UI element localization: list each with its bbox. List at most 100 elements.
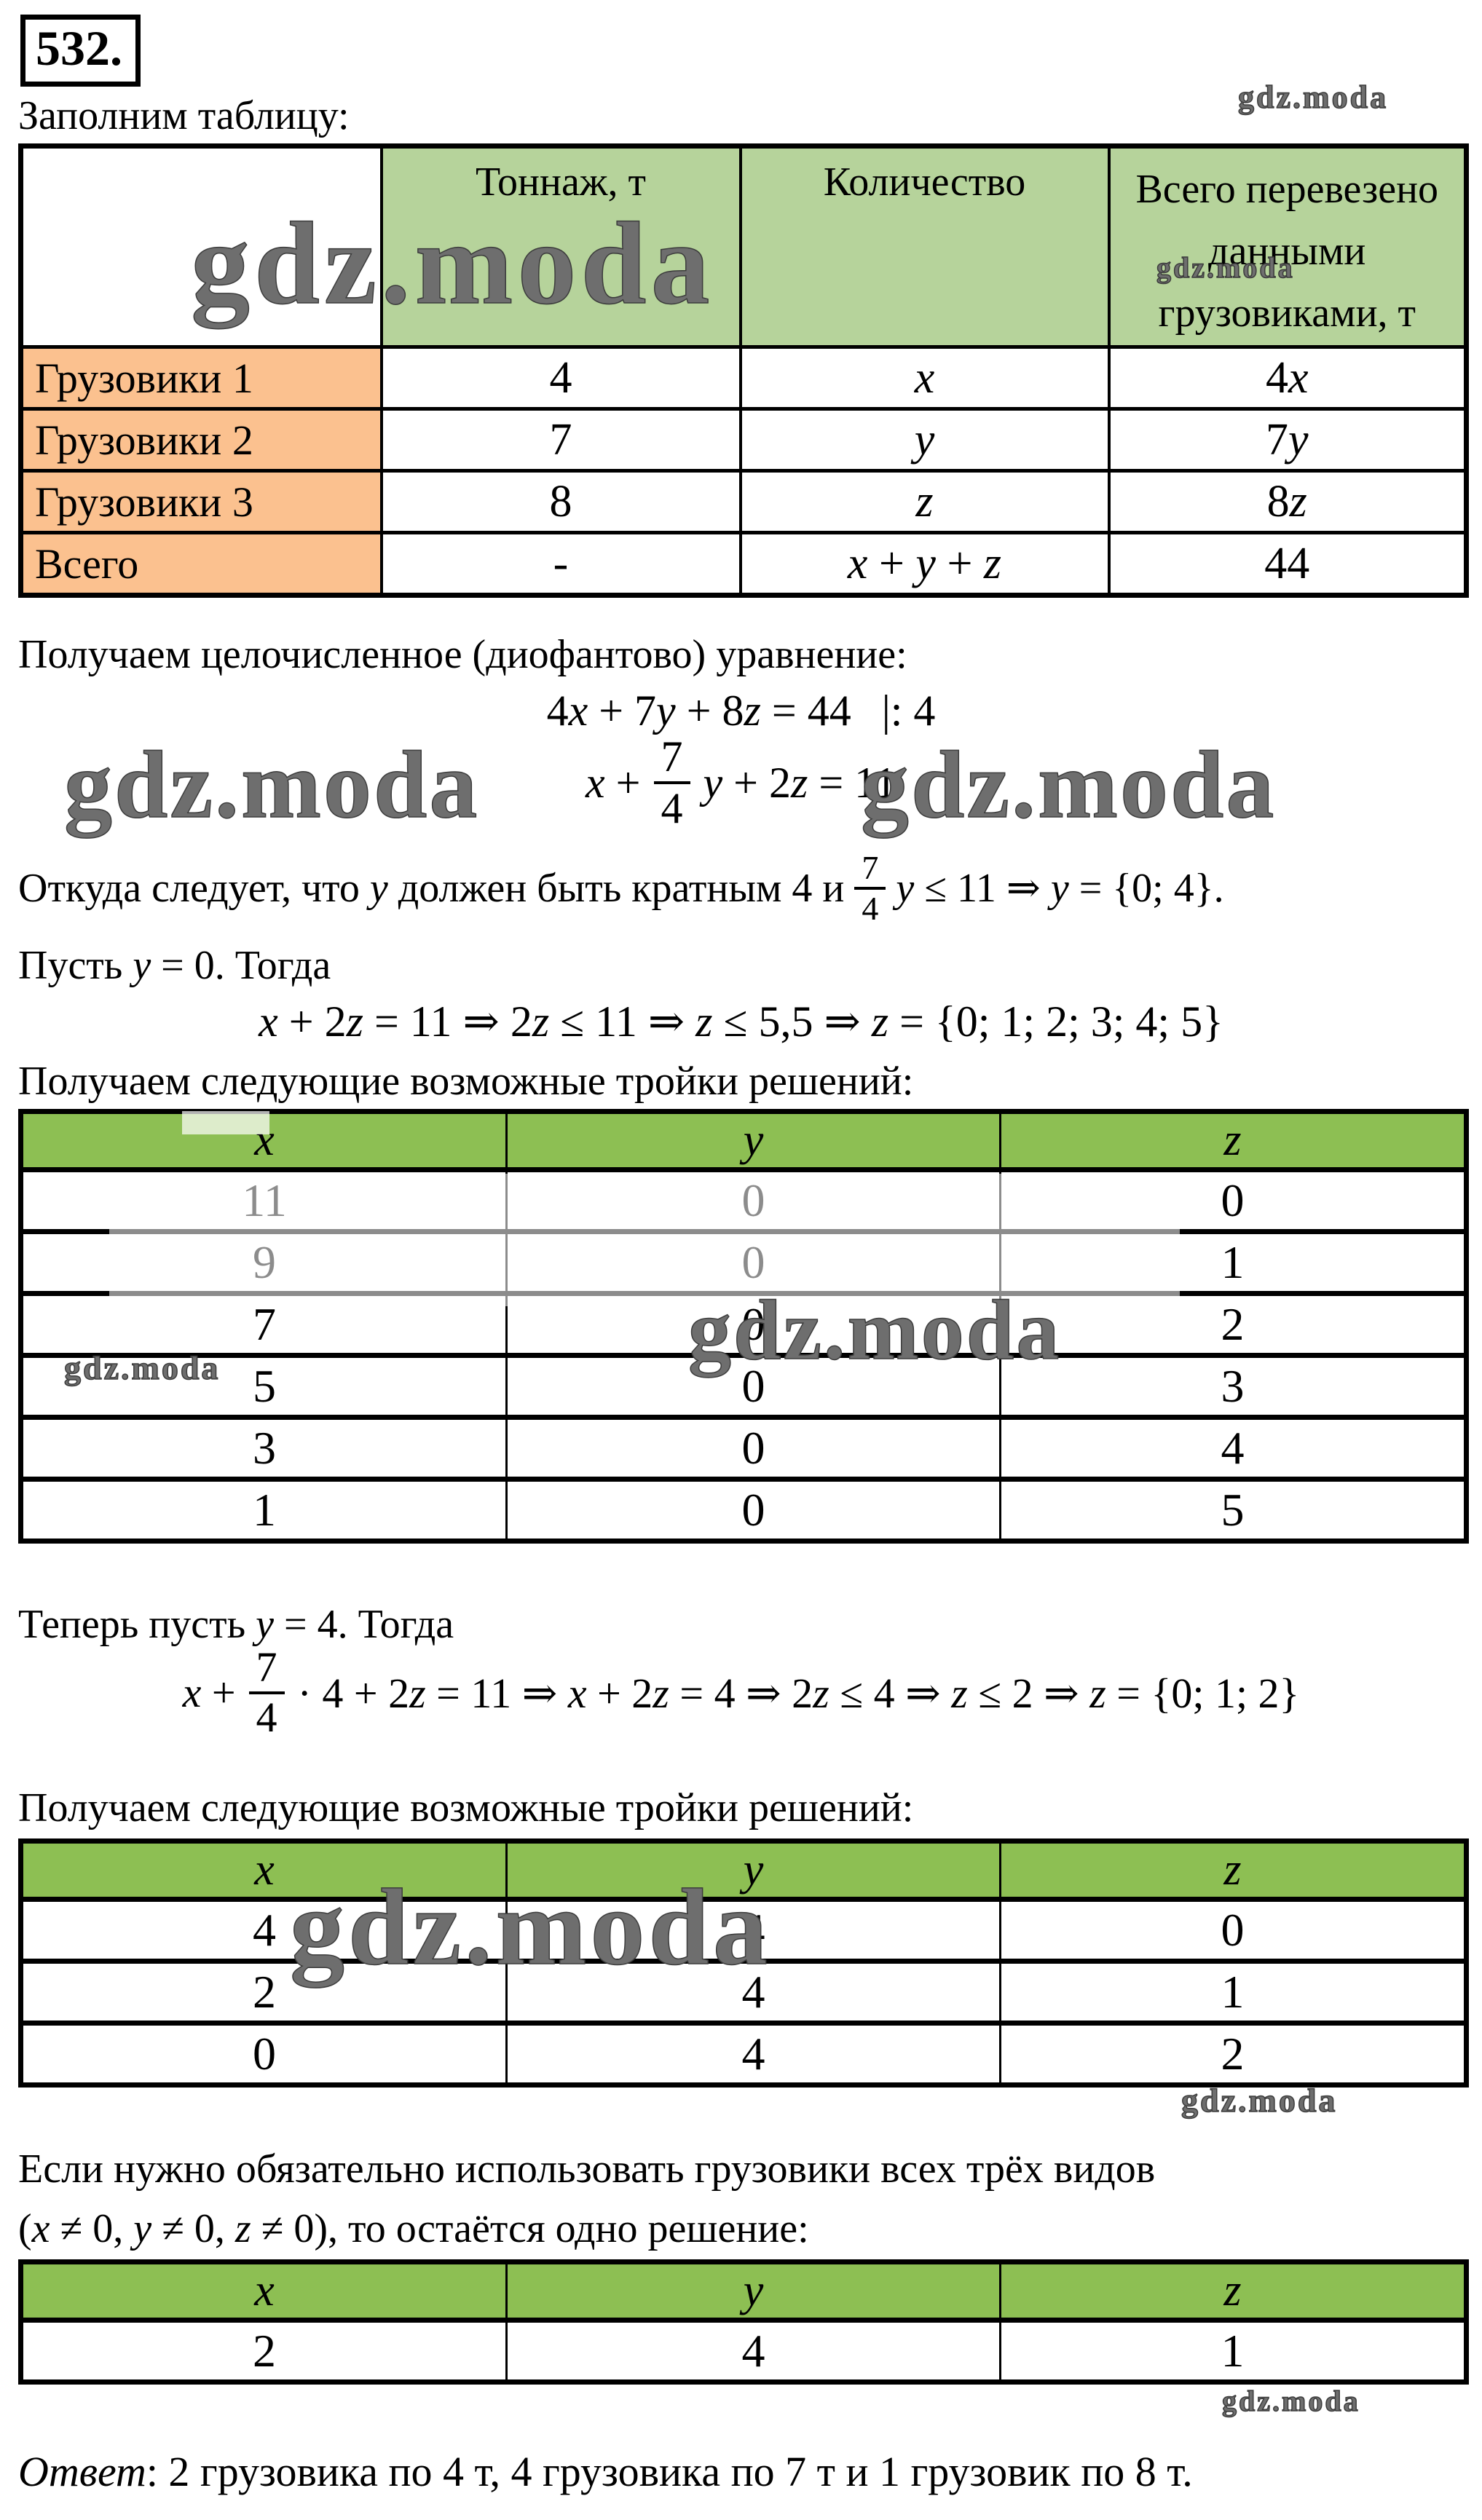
header-x: x	[20, 1838, 508, 1902]
t1-header-tonnage: Тоннаж, т	[379, 143, 742, 349]
cell: 1	[20, 1477, 508, 1544]
cell: 2	[20, 1959, 508, 2026]
t1-header-total-line3: грузовиками, т	[1158, 291, 1416, 336]
conclusion-post: y ≤ 11 ⇒ y = {0; 4}.	[896, 865, 1224, 911]
condition-line1: Если нужно обязательно использовать груз…	[18, 2146, 1156, 2192]
cell: 0	[999, 1897, 1467, 1964]
paragraph-triples-2: Получаем следующие возможные тройки реше…	[18, 1785, 914, 1830]
t1-row1-total: 4x	[1107, 345, 1468, 411]
cell: 2	[999, 2021, 1467, 2088]
t1-row1-count: x	[738, 345, 1111, 411]
fraction-numerator: 7	[854, 850, 886, 890]
header-z: z	[999, 2259, 1467, 2323]
truck-table-header-row: Тоннаж, т Количество Всего перевезено да…	[19, 143, 1468, 349]
fraction-numerator: 7	[248, 1645, 285, 1694]
cell: 5	[20, 1353, 508, 1420]
cell: 4	[505, 1897, 1001, 1964]
table-row: Грузовики 3 8 z 8z	[19, 469, 1468, 535]
header-y: y	[505, 2259, 1001, 2323]
paragraph-triples-1: Получаем следующие возможные тройки реше…	[18, 1059, 914, 1104]
cell: 0	[505, 1415, 1001, 1482]
fraction-seven-fourths: 7 4	[854, 850, 886, 927]
answer-line: Ответ: 2 грузовика по 4 т, 4 грузовика п…	[18, 2446, 1193, 2497]
watermark: gdz.moda	[1221, 2385, 1360, 2417]
problem-number: 532.	[36, 20, 122, 76]
answer-text: : 2 грузовика по 4 т, 4 грузовика по 7 т…	[146, 2448, 1193, 2495]
table-row: Всего - x + y + z 44	[19, 531, 1468, 598]
cell: 0	[505, 1477, 1001, 1544]
conclusion-pre: Откуда следует, что y должен быть кратны…	[18, 865, 845, 911]
watermark: gdz.moda	[1181, 2082, 1338, 2119]
watermark: gdz.moda	[63, 1349, 221, 1386]
t1-row2-total: 7y	[1107, 407, 1468, 473]
case2-text: Теперь пусть y = 4. Тогда	[18, 1602, 454, 1647]
equation-2-pre: x +	[586, 758, 641, 807]
t1-row3-count: z	[738, 469, 1111, 535]
cell: 4	[999, 1415, 1467, 1482]
watermark: gdz.moda	[63, 731, 480, 838]
cell: 2	[20, 2318, 508, 2385]
header-z: z	[999, 1838, 1467, 1902]
watermark: gdz.moda	[289, 1867, 771, 1988]
equation-1: 4x + 7y + 8z = 44 |: 4	[18, 686, 1464, 736]
intro-text: Заполним таблицу:	[18, 93, 350, 138]
equation-1-divide-op: |: 4	[881, 687, 936, 735]
problem-number-box: 532.	[20, 15, 141, 87]
cell: 0	[505, 1353, 1001, 1420]
fraction-denominator: 4	[256, 1693, 277, 1741]
condition-line2: (x ≠ 0, y ≠ 0, z ≠ 0), то остаётся одно …	[18, 2206, 809, 2251]
truck-table: Тоннаж, т Количество Всего перевезено да…	[18, 143, 1469, 599]
equation-4: x + 7 4 · 4 + 2z = 11 ⇒ x + 2z = 4 ⇒ 2z …	[18, 1645, 1464, 1741]
fraction-seven-fourths: 7 4	[248, 1645, 285, 1741]
equation-3: x + 2z = 11 ⇒ 2z ≤ 11 ⇒ z ≤ 5,5 ⇒ z = {0…	[259, 998, 1223, 1046]
conclusion-line: Откуда следует, что y должен быть кратны…	[18, 850, 1224, 927]
t1-row3-label: Грузовики 3	[19, 469, 383, 535]
xyz-header-row: x y z	[20, 2259, 1467, 2323]
t1-row2-label: Грузовики 2	[19, 407, 383, 473]
xyz-header-row: x y z	[20, 1109, 1467, 1172]
t1-row2-count: y	[738, 407, 1111, 473]
paragraph-equation: Получаем целочисленное (диофантово) урав…	[18, 632, 907, 677]
cell: 4	[20, 1897, 508, 1964]
cell: 1	[999, 1959, 1467, 2026]
t1-header-total-line2: данными	[1208, 229, 1366, 274]
header-z: z	[999, 1109, 1467, 1172]
cell: 1	[999, 2318, 1467, 2385]
t1-row4-label: Всего	[19, 531, 383, 598]
t1-row3-tonnage: 8	[379, 469, 742, 535]
answer-label: Ответ	[18, 2448, 146, 2495]
table-row: Грузовики 1 4 x 4x	[19, 345, 1468, 411]
t1-row3-total: 8z	[1107, 469, 1468, 535]
header-y: y	[505, 1838, 1001, 1902]
fraction-numerator: 7	[653, 734, 690, 784]
cell: 0	[20, 2021, 508, 2088]
t1-row1-tonnage: 4	[379, 345, 742, 411]
t1-row4-tonnage: -	[379, 531, 742, 598]
equation-2: x + 7 4 y + 2z = 11	[18, 734, 1464, 832]
watermark: gdz.moda	[687, 1282, 1062, 1378]
watermark: gdz.moda	[1156, 251, 1295, 284]
case1-text: Пусть y = 0. Тогда	[18, 943, 331, 988]
cell: 4	[505, 1959, 1001, 2026]
xyz-header-row: x y z	[20, 1838, 1467, 1902]
equation-1-body: 4x + 7y + 8z = 44	[546, 687, 851, 735]
t1-header-total-line1: Всего перевезено	[1135, 167, 1439, 212]
table-row: Грузовики 2 7 y 7y	[19, 407, 1468, 473]
white-fade-smudge	[182, 1111, 269, 1134]
t1-header-empty	[19, 143, 383, 349]
cell: 3	[20, 1415, 508, 1482]
watermark: gdz.moda	[190, 199, 714, 329]
header-y: y	[505, 1109, 1001, 1172]
t1-row4-count: x + y + z	[738, 531, 1111, 598]
equation-2-post: y + 2z = 11	[703, 758, 896, 807]
white-fade-band	[109, 1174, 1180, 1306]
